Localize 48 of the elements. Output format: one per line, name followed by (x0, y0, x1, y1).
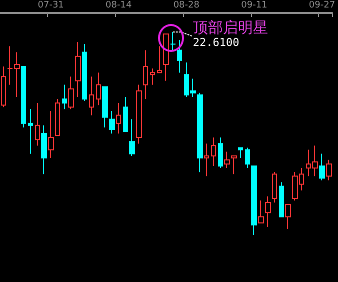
candlestick (285, 204, 291, 230)
candlestick (68, 76, 74, 110)
candlestick (319, 153, 325, 181)
candlestick (48, 110, 54, 158)
candlestick (116, 102, 121, 134)
candlestick (157, 46, 162, 74)
annotation: 顶部启明星 (192, 18, 268, 36)
candlestick (55, 98, 60, 136)
candlestick (238, 147, 243, 158)
annotation: 22.6100 (192, 36, 240, 49)
candlestick (265, 196, 271, 228)
x-tick-label: 09-27 (308, 0, 336, 10)
candlestick (62, 84, 67, 110)
candlestick (163, 34, 169, 82)
candlestick (177, 40, 182, 74)
candlestick (218, 137, 223, 169)
candlestick (1, 66, 6, 108)
x-tick-label: 08-14 (106, 0, 132, 10)
candlestick (21, 66, 26, 128)
candlestick (251, 165, 257, 236)
candlestick (28, 108, 33, 154)
candlestick (231, 155, 237, 175)
candlestick (109, 110, 115, 134)
candlestick (41, 124, 47, 175)
x-tick-label: 07-31 (38, 0, 64, 10)
candlestick (129, 118, 135, 156)
candlestick (123, 96, 128, 132)
candlestick (204, 143, 209, 177)
candlestick (75, 42, 81, 98)
candlestick (35, 102, 40, 146)
candlestick (136, 84, 142, 144)
candlestick (102, 86, 108, 128)
x-tick-label: 08-28 (173, 0, 200, 10)
candlestick (150, 68, 155, 86)
candlestick (197, 92, 203, 173)
candlestick (82, 44, 87, 102)
candlestick (326, 159, 332, 181)
candlestick (224, 151, 230, 169)
candlestick (143, 50, 148, 100)
candlestick (89, 76, 94, 116)
x-tick-label: 09-11 (241, 0, 268, 10)
candlestick (245, 147, 250, 169)
candlestick (211, 137, 216, 166)
candlestick (96, 72, 101, 106)
candlestick (170, 32, 176, 51)
candlestick (272, 172, 277, 204)
candlestick (258, 200, 264, 224)
candlestick (279, 182, 284, 218)
